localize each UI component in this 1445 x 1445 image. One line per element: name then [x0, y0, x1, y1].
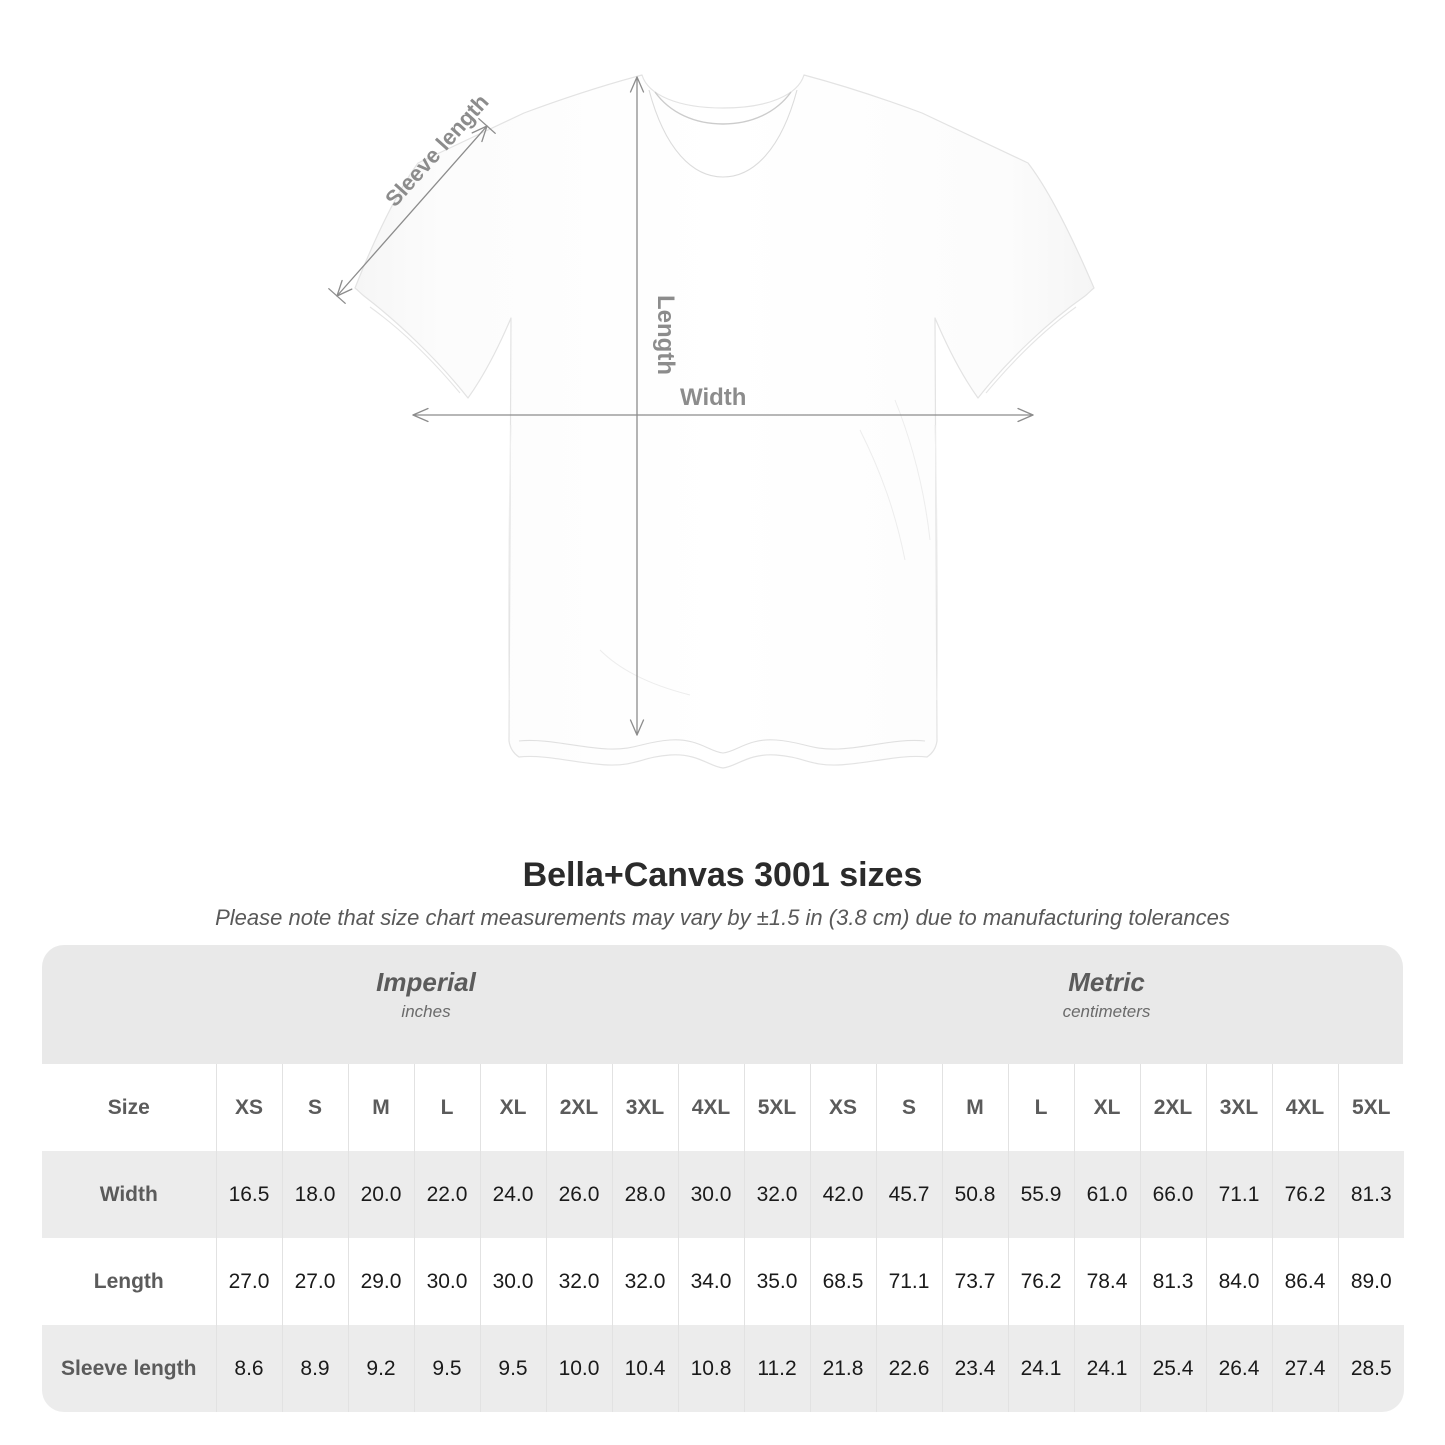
- svg-text:Length: Length: [652, 295, 679, 375]
- svg-text:Width: Width: [680, 384, 746, 411]
